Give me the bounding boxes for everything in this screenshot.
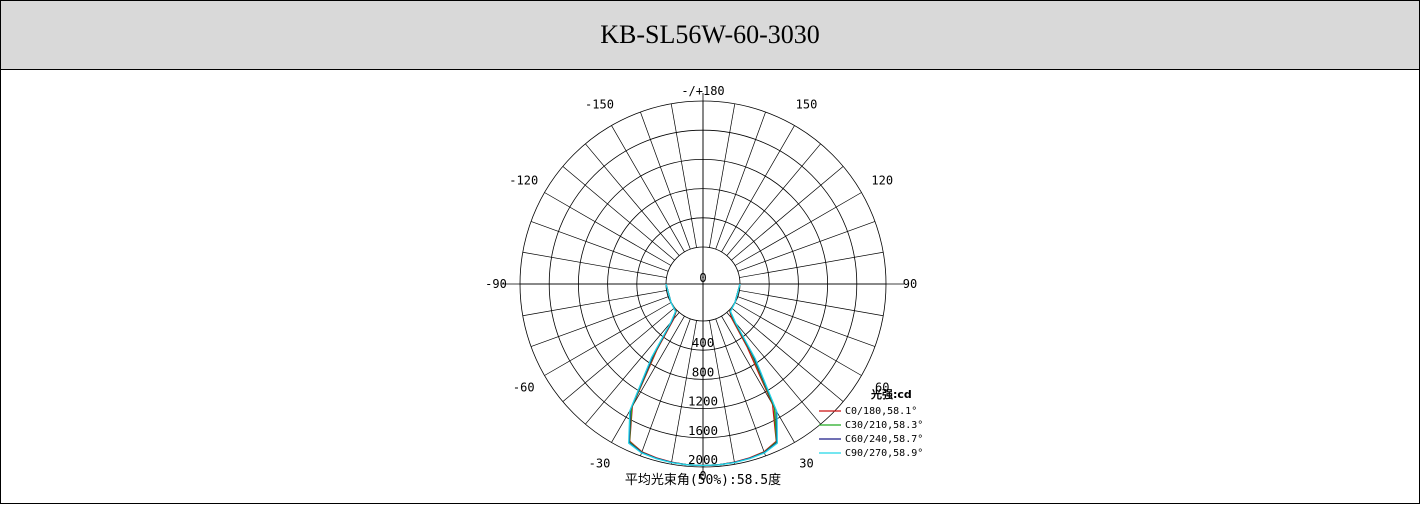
- grid-spoke: [562, 307, 675, 402]
- grid-spoke: [715, 111, 766, 250]
- radial-label: 1600: [688, 423, 718, 438]
- grid-spoke: [670, 320, 697, 465]
- angle-label: 150: [796, 98, 818, 112]
- angle-label: -90: [485, 277, 507, 291]
- radial-label: 0: [699, 270, 707, 285]
- grid-spoke: [726, 143, 821, 256]
- grid-spoke: [585, 143, 680, 256]
- grid-spoke: [530, 221, 669, 272]
- grid-spoke: [737, 296, 876, 347]
- legend-label: C30/210,58.3°: [845, 420, 923, 431]
- angle-label: 90: [903, 277, 917, 291]
- grid-spoke: [739, 290, 884, 317]
- grid-spoke: [721, 315, 795, 443]
- angle-label: -30: [589, 456, 611, 470]
- polar-grid: [502, 93, 904, 475]
- axis-labels: 0 30 60 90 120 150 -/+180 -150 -120 -90 -60 -30 0 400…: [485, 84, 917, 483]
- grid-spoke: [611, 125, 685, 253]
- grid-spoke: [562, 166, 675, 261]
- legend-label: C60/240,58.7°: [845, 434, 923, 445]
- radial-label: 400: [692, 335, 715, 350]
- beam-angle-footer: 平均光束角(50%):58.5度: [625, 472, 781, 488]
- grid-spoke: [544, 192, 672, 266]
- radial-label: 2000: [688, 452, 718, 467]
- grid-spoke: [737, 221, 876, 272]
- series-curve: [628, 283, 778, 467]
- angle-label: 60: [875, 381, 889, 395]
- angle-label: 30: [799, 456, 813, 470]
- angle-label: -120: [509, 174, 538, 188]
- angle-label: -150: [585, 98, 614, 112]
- polar-chart: 0 30 60 90 120 150 -/+180 -150 -120 -90 -60 -30 0 400…: [485, 84, 923, 488]
- angle-label: -/+180: [681, 84, 724, 98]
- grid-spoke: [739, 251, 884, 278]
- grid-spoke: [734, 192, 862, 266]
- grid-spoke: [731, 307, 844, 402]
- grid-spoke: [530, 296, 669, 347]
- legend: 光强:cd C0/180,58.1° C30/210,58.3° C60/240,58…: [819, 387, 923, 459]
- grid-spoke: [734, 302, 862, 376]
- grid-spoke: [640, 111, 691, 250]
- grid-spoke: [544, 302, 672, 376]
- grid-spoke: [715, 318, 766, 457]
- grid-spoke: [709, 320, 736, 465]
- grid-spoke: [640, 318, 691, 457]
- grid-spoke: [585, 312, 680, 425]
- grid-spoke: [522, 290, 667, 317]
- angle-label: -60: [513, 381, 535, 395]
- product-title: KB-SL56W-60-3030: [0, 0, 1420, 70]
- intensity-curves: [628, 283, 778, 467]
- angle-label: 0: [699, 469, 706, 483]
- grid-spoke: [721, 125, 795, 253]
- legend-label: C0/180,58.1°: [845, 406, 917, 417]
- grid-spoke: [522, 251, 667, 278]
- grid-spoke: [731, 166, 844, 261]
- grid-spoke: [726, 312, 821, 425]
- legend-label: C90/270,58.9°: [845, 448, 923, 459]
- grid-spoke: [611, 315, 685, 443]
- legend-unit: 光强:cd: [870, 387, 912, 401]
- angle-label: 120: [871, 174, 893, 188]
- grid-spoke: [670, 103, 697, 248]
- radial-label: 1200: [688, 394, 718, 409]
- grid-spoke: [709, 103, 736, 248]
- radial-label: 800: [692, 364, 715, 379]
